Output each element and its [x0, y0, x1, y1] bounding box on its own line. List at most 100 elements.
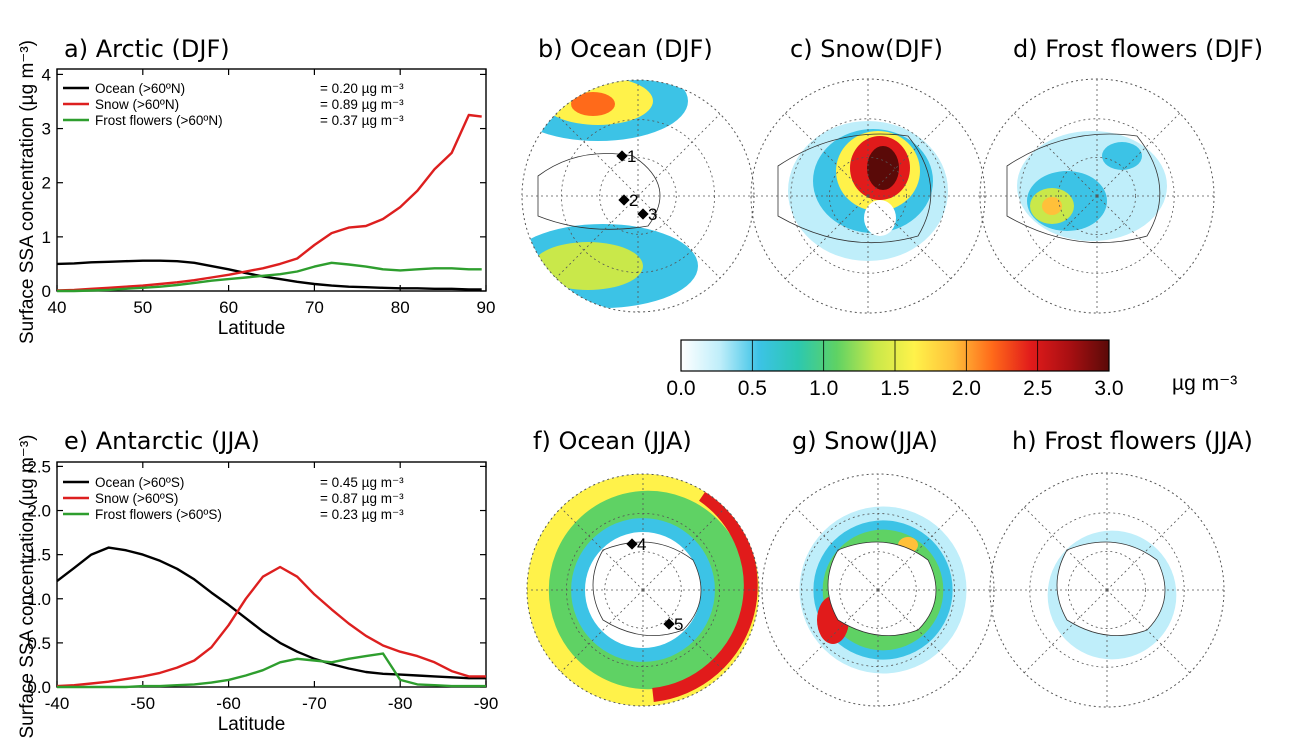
meridian-line	[642, 507, 726, 591]
x-tick-label: 50	[133, 298, 152, 317]
x-tick-label: 70	[305, 298, 324, 317]
legend-stat: = 0.20 µg m⁻³	[320, 81, 404, 96]
series-line-1	[56, 113, 482, 292]
x-tick-label: 90	[477, 298, 496, 317]
map-boundary	[979, 78, 1215, 314]
series-line-0	[56, 259, 482, 291]
antarctica-coast	[827, 541, 937, 636]
legend-label: Frost flowers (>60ºS)	[95, 507, 222, 522]
station-marker	[637, 208, 649, 220]
station-label: 3	[648, 205, 657, 224]
panel-a-arctic-line-chart: a) Arctic (DJF) 40 50 60 70 80 90 0 1 2 3 4 Latitud…	[17, 35, 495, 344]
panel-e-title: e) Antarctic (JJA)	[64, 427, 260, 455]
plot-frame	[56, 68, 487, 292]
y-tick-label: 0.0	[27, 678, 51, 697]
latitude-circle	[1019, 118, 1175, 274]
map-c-title: c) Snow(DJF)	[790, 35, 943, 63]
frost-field-low-2	[1102, 142, 1142, 170]
map-d-frost-flowers-djf: d) Frost flowers (DJF)	[979, 35, 1263, 314]
colorbar-tick-label: 0.5	[738, 377, 767, 400]
meridian-line	[795, 589, 879, 673]
station-label: 2	[629, 191, 638, 210]
legend-label: Snow (>60ºS)	[95, 491, 178, 506]
x-tick-label: -50	[131, 694, 156, 713]
meridian-line	[555, 113, 639, 197]
station-marker	[626, 538, 638, 550]
meridian-line	[637, 195, 721, 279]
colorbar-tick-label: 1.0	[809, 377, 838, 400]
x-tick-label: -90	[474, 694, 499, 713]
legend-label: Snow (>60ºN)	[95, 97, 179, 112]
legend-stat: = 0.37 µg m⁻³	[320, 113, 404, 128]
map-f-ocean-jja: f) Ocean (JJA) 4 5	[526, 427, 760, 707]
map-h-title: h) Frost flowers (JJA)	[1012, 427, 1253, 455]
colorbar-tick-label: 0.0	[666, 377, 695, 400]
series-line-1	[56, 565, 486, 688]
plot-frame	[56, 461, 487, 688]
y-tick-label: 3	[42, 120, 51, 139]
y-tick-label: 1.0	[27, 590, 51, 609]
legend-label: Frost flowers (>60ºN)	[95, 113, 223, 128]
map-g-snow-jja: g) Snow(JJA)	[761, 427, 995, 707]
map-boundary	[521, 79, 755, 313]
map-field	[522, 80, 698, 308]
map-b-title: b) Ocean (DJF)	[538, 35, 713, 63]
x-tick-label: 80	[391, 298, 410, 317]
ocean-field-pacific-high	[533, 242, 643, 290]
station-label: 4	[637, 535, 646, 554]
latitude-circle	[599, 157, 677, 235]
y-tick-label: 0	[42, 282, 51, 301]
y-tick-label: 1.5	[27, 546, 51, 565]
series-line-2	[57, 261, 482, 293]
coastline	[537, 153, 661, 230]
map-field	[1006, 131, 1167, 244]
map-b-ocean-djf: b) Ocean (DJF) 1 23	[521, 35, 755, 313]
series-line-0	[56, 546, 486, 680]
legend-stat: = 0.23 µg m⁻³	[320, 507, 404, 522]
map-g-title: g) Snow(JJA)	[792, 427, 938, 455]
x-axis-label: Latitude	[218, 318, 286, 339]
map-c-snow-djf: c) Snow(DJF)	[750, 35, 986, 314]
map-boundary	[761, 473, 995, 707]
x-axis-label: Latitude	[218, 714, 286, 735]
map-f-title: f) Ocean (JJA)	[533, 427, 692, 455]
y-tick-label: 2	[42, 174, 51, 193]
y-tick-label: 0.5	[27, 634, 51, 653]
x-tick-label: -60	[216, 694, 241, 713]
latitude-circle	[839, 551, 917, 629]
y-tick-label: 4	[42, 65, 51, 84]
meridian-line	[560, 589, 644, 673]
latitude-circle	[790, 118, 946, 274]
series-line-2	[57, 652, 486, 689]
latitude-circle	[1057, 156, 1137, 236]
meridian-line	[877, 507, 961, 591]
snow-field-peak	[867, 146, 899, 190]
latitude-circle	[604, 551, 682, 629]
x-tick-label: 60	[219, 298, 238, 317]
legend-label: Ocean (>60ºN)	[95, 81, 185, 96]
ocean-field-peak	[652, 489, 758, 702]
colorbar: 0.0 0.5 1.0 1.5 2.0 2.5 3.0 µg m⁻³	[666, 339, 1237, 400]
station-label: 5	[674, 615, 683, 634]
meridian-line	[795, 507, 879, 591]
coastline	[1006, 133, 1161, 244]
meridian-line	[637, 113, 721, 197]
map-h-frost-flowers-jja: h) Frost flowers (JJA)	[989, 427, 1253, 708]
meridian-line	[642, 589, 726, 673]
ocean-field-peak	[571, 92, 615, 116]
latitude-circle	[828, 156, 908, 236]
frost-field-high	[1042, 197, 1062, 215]
colorbar-tick-label: 3.0	[1094, 377, 1123, 400]
colorbar-tick-label: 2.5	[1023, 377, 1052, 400]
x-tick-label: -80	[388, 694, 413, 713]
station-marker	[616, 150, 628, 162]
meridian-line	[560, 507, 644, 591]
station-marker	[663, 618, 675, 630]
colorbar-tick-label: 1.5	[880, 377, 909, 400]
y-tick-label: 2.5	[27, 457, 51, 476]
y-axis-label: Surface SSA concentration (µg m⁻³)	[17, 435, 38, 739]
meridian-line	[877, 589, 961, 673]
coastline	[777, 133, 932, 244]
x-tick-label: -70	[302, 694, 327, 713]
